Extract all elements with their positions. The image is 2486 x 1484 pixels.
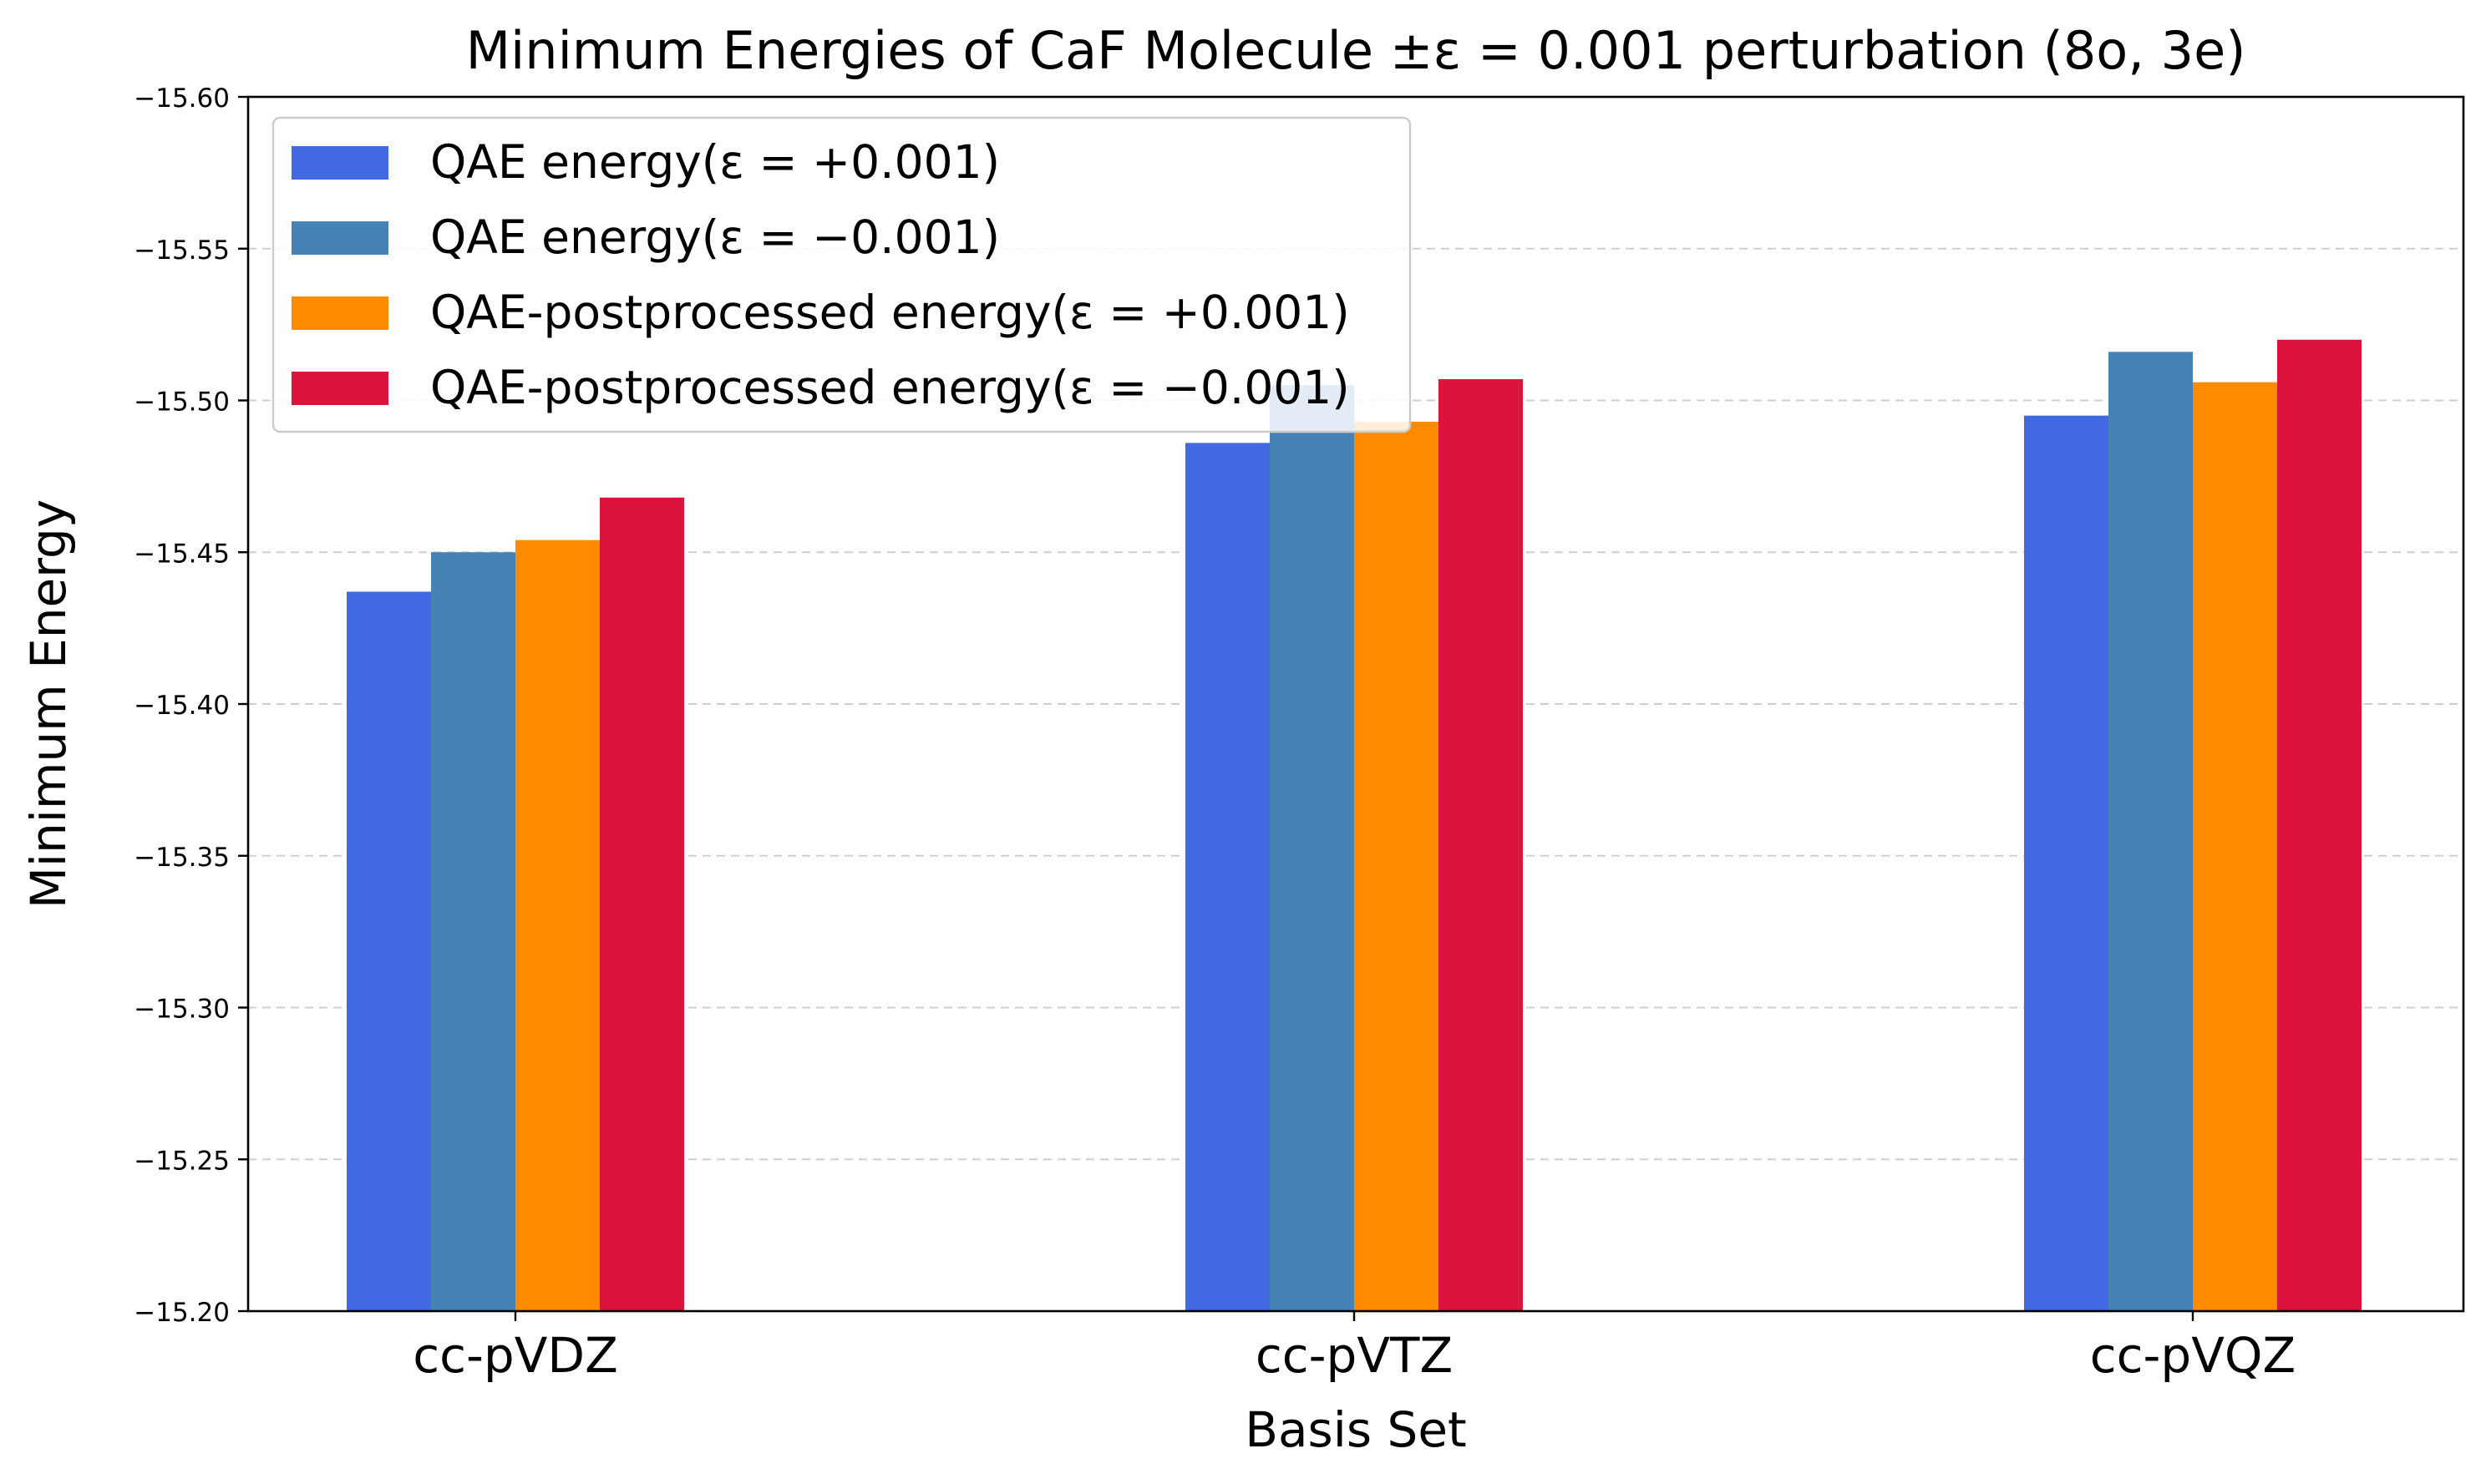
y-tick-label: −15.20: [134, 1298, 230, 1328]
x-axis-ticks: cc-pVDZ cc-pVTZ cc-pVQZ: [413, 1311, 2296, 1384]
x-tick-label: cc-pVDZ: [413, 1327, 618, 1384]
y-tick-label: −15.40: [134, 691, 230, 721]
y-tick-label: −15.30: [134, 995, 230, 1025]
legend-label: QAE energy(ε = −0.001): [430, 210, 1000, 264]
bar: [1185, 443, 1270, 1311]
legend-swatch: [292, 296, 388, 330]
legend-label: QAE-postprocessed energy(ε = +0.001): [430, 286, 1350, 339]
y-axis-label: Minimum Energy: [20, 499, 77, 909]
y-tick-label: −15.50: [134, 387, 230, 418]
bar: [515, 539, 600, 1311]
bars: [347, 339, 2362, 1312]
y-tick-label: −15.60: [134, 84, 230, 114]
legend: QAE energy(ε = +0.001) QAE energy(ε = −0.…: [271, 116, 1412, 433]
bar: [600, 497, 684, 1311]
y-tick-label: −15.55: [134, 236, 230, 266]
legend-label: QAE energy(ε = +0.001): [430, 135, 1000, 189]
y-tick-label: −15.25: [134, 1146, 230, 1176]
legend-frame: [271, 116, 1412, 433]
legend-label: QAE-postprocessed energy(ε = −0.001): [430, 361, 1350, 414]
y-tick-label: −15.35: [134, 843, 230, 873]
bar: [347, 591, 431, 1311]
legend-swatch: [292, 221, 388, 255]
bar: [2277, 339, 2362, 1311]
y-axis-ticks: −15.60 −15.55 −15.50 −15.45 −15.40 −15.35 −15.…: [134, 84, 248, 1328]
bar: [1270, 385, 1354, 1312]
bar: [1438, 379, 1523, 1312]
bar: [431, 552, 515, 1311]
bar: [2024, 415, 2108, 1311]
x-axis-label: Basis Set: [1245, 1401, 1467, 1458]
x-tick-label: cc-pVTZ: [1256, 1327, 1453, 1384]
legend-swatch: [292, 372, 388, 405]
y-tick-label: −15.45: [134, 539, 230, 569]
legend-swatch: [292, 146, 388, 180]
bar: [2193, 382, 2277, 1312]
bar: [2108, 352, 2193, 1312]
bar: [1354, 421, 1438, 1311]
chart-title: Minimum Energies of CaF Molecule ±ε = 0.…: [466, 20, 2246, 81]
x-tick-label: cc-pVQZ: [2090, 1327, 2296, 1384]
